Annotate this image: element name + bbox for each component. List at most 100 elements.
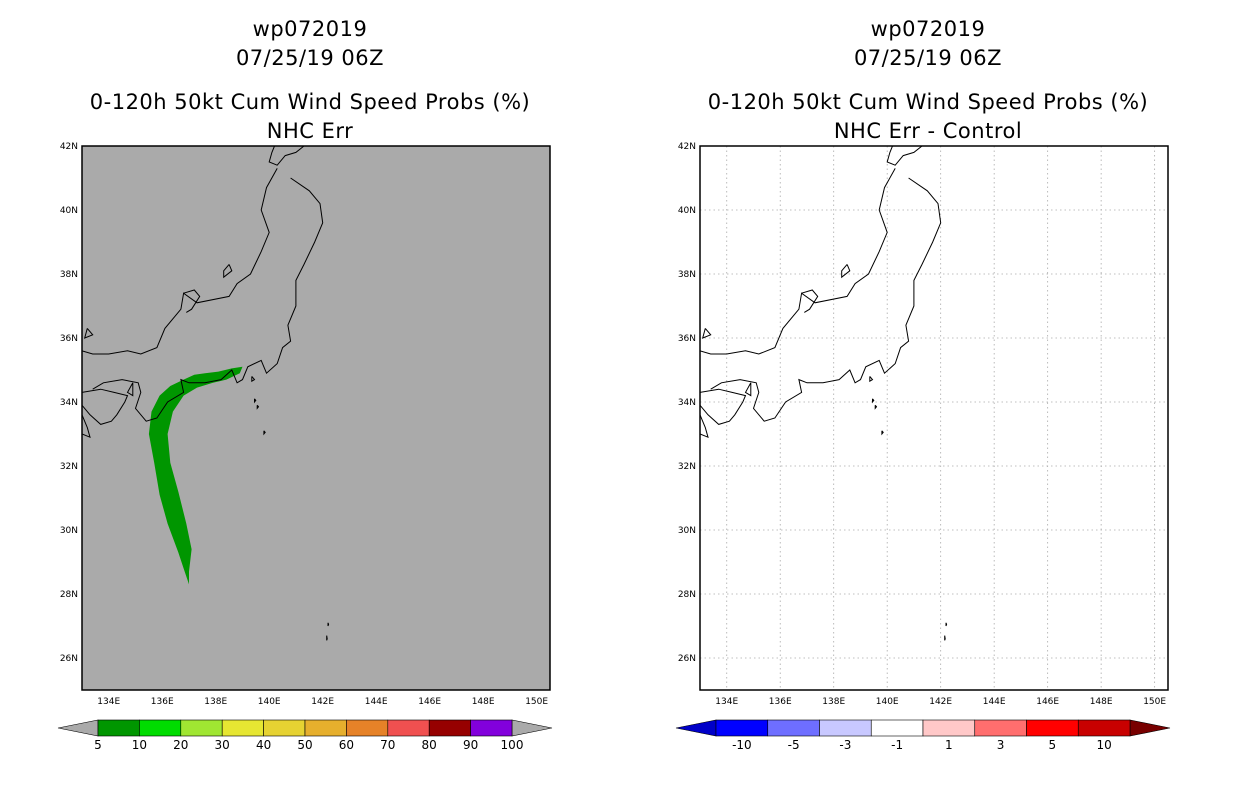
lon-tick-label: 144E — [983, 697, 1006, 707]
coastline-segment — [251, 376, 256, 383]
left-map-frame — [81, 145, 551, 691]
colorbar-swatch — [470, 719, 513, 737]
right-colorbar: -10 -5 -3 -1 1 3 5 10 — [675, 719, 1171, 752]
lat-tick-label: 26N — [60, 654, 78, 664]
lon-tick-label: 144E — [365, 697, 388, 707]
colorbar-label: 5 — [1049, 738, 1057, 752]
lon-tick-label: 148E — [1090, 697, 1113, 707]
colorbar-overflow-arrow — [1129, 719, 1171, 737]
lat-tick-label: 28N — [678, 590, 696, 600]
right-title-storm-id: wp072019 — [870, 17, 986, 41]
colorbar-swatch — [428, 719, 471, 737]
colorbar-label: 70 — [380, 738, 395, 752]
left-title-product: 0-120h 50kt Cum Wind Speed Probs (%) — [89, 90, 531, 114]
coastline-segment — [700, 388, 747, 425]
colorbar-label: 50 — [297, 738, 312, 752]
lon-tick-label: 138E — [822, 697, 845, 707]
lon-tick-label: 142E — [311, 697, 334, 707]
colorbar-swatch — [304, 719, 347, 737]
lon-tick-label: 134E — [715, 697, 738, 707]
colorbar-label: 10 — [132, 738, 147, 752]
coastline-segment — [700, 168, 896, 355]
colorbar-label: -10 — [732, 738, 752, 752]
coastline-segment — [869, 376, 874, 383]
right-lon-axis: 134E 136E 138E 140E 142E 144E 146E 148E 150E — [715, 697, 1166, 707]
coastline-segment — [256, 404, 260, 410]
coastline-segment — [183, 289, 201, 313]
colorbar-underflow-arrow — [57, 719, 99, 737]
colorbar-label: 30 — [215, 738, 230, 752]
colorbar-label: 3 — [997, 738, 1005, 752]
lon-tick-label: 140E — [258, 697, 281, 707]
coastline-segment — [881, 430, 884, 436]
right-title-product: 0-120h 50kt Cum Wind Speed Probs (%) — [707, 90, 1149, 114]
colorbar-label: -1 — [891, 738, 903, 752]
right-title-subtitle: NHC Err - Control — [833, 119, 1023, 143]
colorbar-label: 5 — [94, 738, 102, 752]
coastline-segment — [263, 430, 266, 436]
coastline-segment — [268, 146, 305, 166]
colorbar-swatch — [974, 719, 1027, 737]
right-panel-title: wp072019 07/25/19 06Z 0-120h 50kt Cum Wi… — [638, 15, 1218, 146]
colorbar-swatch — [263, 719, 306, 737]
lat-tick-label: 26N — [678, 654, 696, 664]
lat-tick-label: 30N — [678, 526, 696, 536]
right-title-datetime: 07/25/19 06Z — [853, 46, 1003, 70]
colorbar-swatch — [139, 719, 182, 737]
coastline-segment — [92, 177, 324, 422]
coastline-segment — [886, 146, 923, 166]
left-lon-axis: 134E 136E 138E 140E 142E 144E 146E 148E 150E — [97, 697, 548, 707]
coastline-segment — [872, 398, 875, 404]
coastline-segment — [126, 382, 134, 397]
colorbar-label: 60 — [339, 738, 354, 752]
left-map: 42N 40N 38N 36N 34N 32N 30N 28N 26N 134E 136E 138E… — [60, 142, 551, 707]
coastline-segment — [82, 388, 129, 425]
left-lat-axis: 42N 40N 38N 36N 34N 32N 30N 28N 26N — [60, 142, 78, 664]
colorbar-label: 1 — [945, 738, 953, 752]
lat-tick-label: 28N — [60, 590, 78, 600]
lon-tick-label: 136E — [151, 697, 174, 707]
left-map-coastlines — [82, 146, 330, 641]
colorbar-swatch — [767, 719, 820, 737]
lat-tick-label: 34N — [678, 398, 696, 408]
coastline-segment — [326, 635, 328, 641]
colorbar-overflow-arrow — [511, 719, 553, 737]
colorbar-swatch — [819, 719, 872, 737]
lon-tick-label: 140E — [876, 697, 899, 707]
colorbar-label: -5 — [788, 738, 800, 752]
colorbar-underflow-arrow — [675, 719, 717, 737]
lat-tick-label: 38N — [678, 270, 696, 280]
coastline-segment — [83, 328, 94, 339]
lon-tick-label: 150E — [525, 697, 548, 707]
colorbar-label: 100 — [501, 738, 524, 752]
colorbar-swatch — [180, 719, 223, 737]
coastline-segment — [82, 168, 278, 355]
colorbar-swatch — [1077, 719, 1131, 737]
colorbar-swatch — [715, 719, 769, 737]
right-map: 42N 40N 38N 36N 34N 32N 30N 28N 26N 134E 136E 138E… — [678, 142, 1169, 707]
colorbar-swatch — [221, 719, 264, 737]
lat-tick-label: 42N — [60, 142, 78, 152]
lon-tick-label: 146E — [1036, 697, 1059, 707]
left-title-datetime: 07/25/19 06Z — [235, 46, 385, 70]
lon-tick-label: 148E — [472, 697, 495, 707]
lon-tick-label: 142E — [929, 697, 952, 707]
right-lat-axis: 42N 40N 38N 36N 34N 32N 30N 28N 26N — [678, 142, 696, 664]
colorbar-swatch — [870, 719, 924, 737]
right-map-coastlines — [700, 146, 948, 641]
lat-tick-label: 42N — [678, 142, 696, 152]
lat-tick-label: 38N — [60, 270, 78, 280]
colorbar-label: 40 — [256, 738, 271, 752]
coastline-segment — [327, 622, 330, 627]
coastline-segment — [744, 382, 752, 397]
lat-tick-label: 36N — [60, 334, 78, 344]
lat-tick-label: 30N — [60, 526, 78, 536]
left-title-storm-id: wp072019 — [252, 17, 368, 41]
lat-tick-label: 32N — [60, 462, 78, 472]
lon-tick-label: 146E — [418, 697, 441, 707]
lon-tick-label: 136E — [769, 697, 792, 707]
colorbar-swatch — [387, 719, 430, 737]
coastline-segment — [841, 264, 851, 279]
coastline-segment — [944, 635, 946, 641]
